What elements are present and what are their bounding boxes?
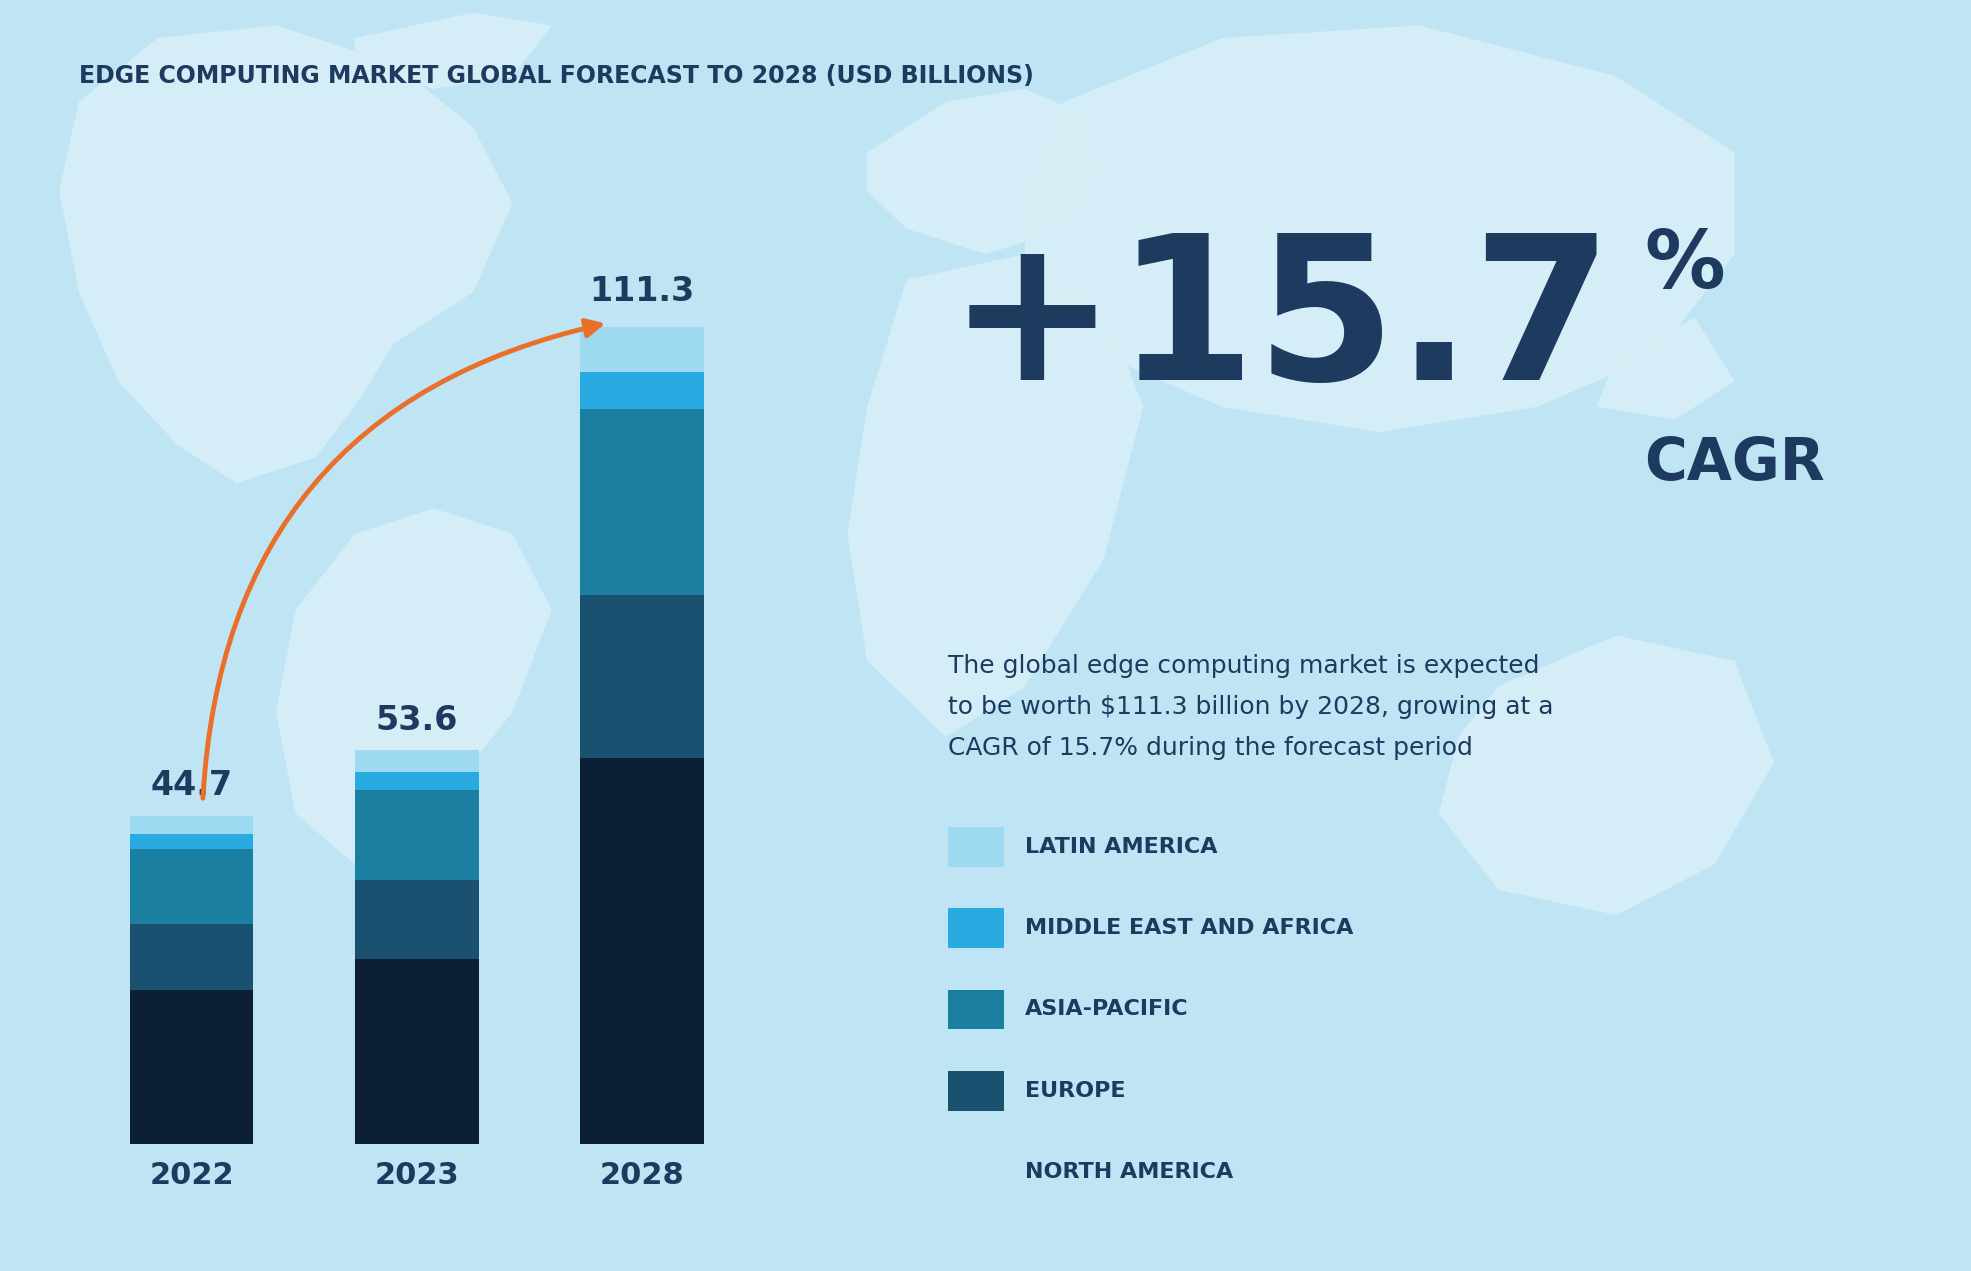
Text: NORTH AMERICA: NORTH AMERICA	[1025, 1162, 1232, 1182]
FancyBboxPatch shape	[948, 909, 1003, 948]
Bar	[130, 990, 254, 1144]
Bar	[579, 595, 704, 759]
Bar	[579, 327, 704, 372]
Text: ASIA-PACIFIC: ASIA-PACIFIC	[1025, 999, 1189, 1019]
Bar	[579, 409, 704, 595]
Bar	[130, 849, 254, 924]
FancyBboxPatch shape	[948, 827, 1003, 867]
Bar	[579, 759, 704, 1144]
Polygon shape	[59, 25, 512, 483]
Text: +15.7: +15.7	[948, 226, 1612, 422]
Bar	[130, 816, 254, 834]
Bar	[355, 791, 479, 880]
Bar	[355, 880, 479, 958]
Polygon shape	[1597, 318, 1734, 419]
Text: EUROPE: EUROPE	[1025, 1080, 1125, 1101]
FancyBboxPatch shape	[948, 990, 1003, 1030]
Bar	[355, 773, 479, 791]
Polygon shape	[355, 13, 552, 89]
Polygon shape	[276, 508, 552, 864]
Polygon shape	[867, 89, 1104, 254]
Text: %: %	[1644, 226, 1725, 305]
Text: 111.3: 111.3	[589, 276, 694, 308]
Text: The global edge computing market is expected
to be worth $111.3 billion by 2028,: The global edge computing market is expe…	[948, 655, 1553, 760]
FancyBboxPatch shape	[948, 1071, 1003, 1111]
Bar	[130, 924, 254, 990]
FancyBboxPatch shape	[948, 1153, 1003, 1192]
Text: CAGR: CAGR	[1644, 435, 1825, 492]
Text: 44.7: 44.7	[150, 769, 233, 802]
Text: LATIN AMERICA: LATIN AMERICA	[1025, 836, 1216, 857]
Polygon shape	[1439, 636, 1774, 915]
Polygon shape	[848, 254, 1143, 737]
Text: MIDDLE EAST AND AFRICA: MIDDLE EAST AND AFRICA	[1025, 918, 1352, 938]
Bar	[579, 372, 704, 409]
Text: EDGE COMPUTING MARKET GLOBAL FORECAST TO 2028 (USD BILLIONS): EDGE COMPUTING MARKET GLOBAL FORECAST TO…	[79, 64, 1033, 88]
Text: 53.6: 53.6	[376, 704, 457, 737]
Polygon shape	[1025, 25, 1734, 432]
Bar	[130, 834, 254, 849]
Bar	[355, 958, 479, 1144]
Bar	[355, 750, 479, 773]
